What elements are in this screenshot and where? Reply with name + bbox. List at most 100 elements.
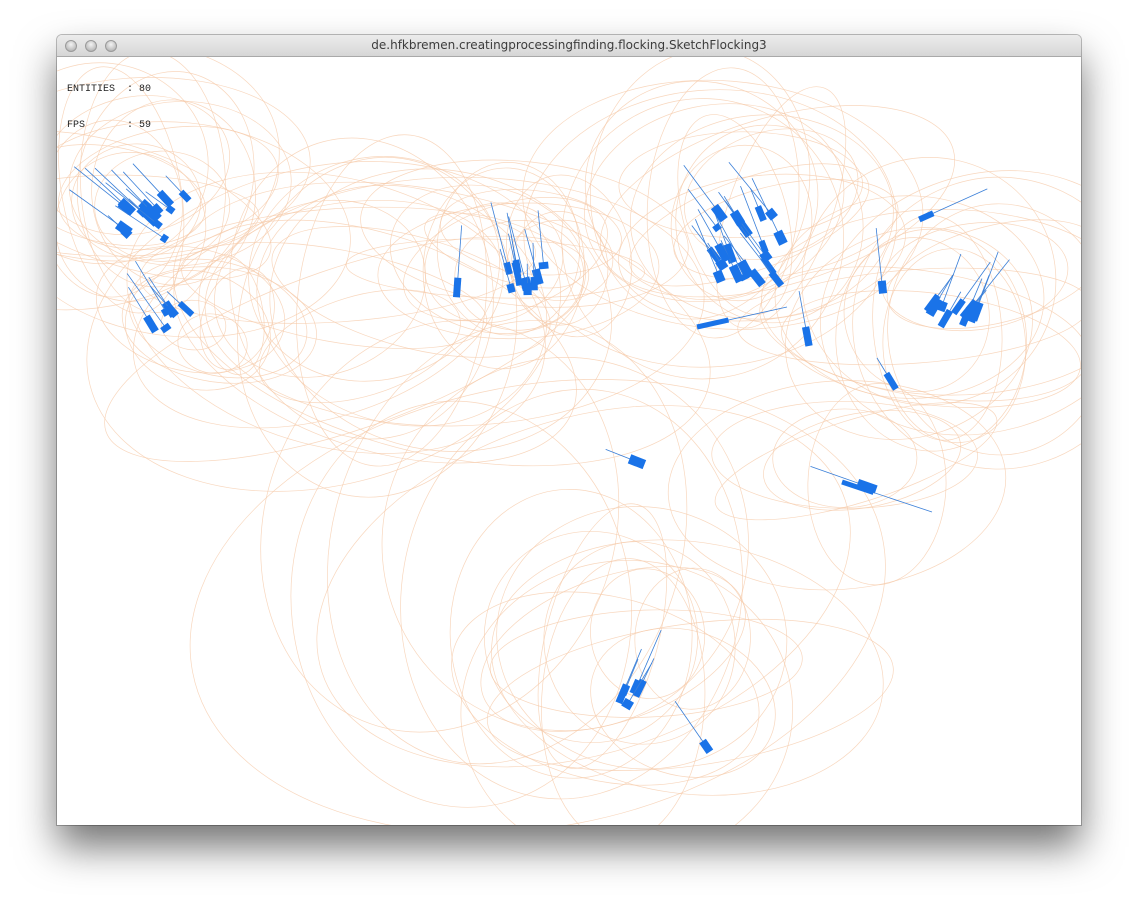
motion-trail bbox=[57, 95, 230, 236]
boid-body bbox=[114, 220, 133, 237]
motion-trail bbox=[489, 609, 803, 718]
boid-body bbox=[523, 283, 532, 296]
motion-trail bbox=[772, 408, 918, 508]
velocity-line bbox=[111, 169, 153, 213]
motion-trail bbox=[667, 380, 1007, 591]
motion-trail bbox=[887, 203, 1081, 456]
velocity-line bbox=[636, 629, 662, 688]
motion-trail bbox=[403, 197, 608, 321]
velocity-line bbox=[115, 205, 165, 239]
velocity-line bbox=[810, 465, 868, 487]
boid-body bbox=[143, 203, 162, 222]
boid bbox=[506, 212, 522, 274]
boid bbox=[105, 182, 163, 230]
velocity-line bbox=[674, 701, 707, 747]
boid bbox=[629, 629, 662, 696]
minimize-button[interactable] bbox=[85, 40, 97, 52]
motion-trail bbox=[271, 226, 551, 358]
boid-body bbox=[937, 308, 953, 329]
velocity-line bbox=[624, 658, 639, 691]
boid bbox=[115, 205, 170, 244]
close-button[interactable] bbox=[65, 40, 77, 52]
velocity-line bbox=[713, 210, 746, 270]
boid bbox=[499, 248, 516, 294]
boid bbox=[876, 357, 899, 391]
window-title: de.hfkbremen.creatingprocessingfinding.f… bbox=[371, 38, 767, 52]
motion-trail bbox=[886, 219, 1081, 329]
boid bbox=[750, 188, 767, 222]
zoom-button[interactable] bbox=[105, 40, 117, 52]
boid bbox=[523, 263, 532, 296]
motion-trail bbox=[449, 488, 693, 779]
motion-trail bbox=[57, 130, 272, 281]
velocity-line bbox=[683, 164, 720, 214]
boid-body bbox=[156, 189, 175, 208]
motion-trail bbox=[496, 506, 788, 770]
motion-trail bbox=[248, 155, 501, 382]
boid bbox=[126, 273, 172, 334]
sketch-canvas[interactable]: ENTITIES: 80 FPS: 59 bbox=[57, 57, 1081, 825]
boid-body bbox=[632, 678, 647, 698]
boid bbox=[683, 164, 728, 223]
boid-body bbox=[151, 203, 164, 215]
boid-body bbox=[178, 189, 192, 203]
motion-trail bbox=[57, 144, 206, 247]
motion-trail bbox=[634, 567, 751, 710]
boid-body bbox=[758, 239, 769, 254]
velocity-line bbox=[739, 232, 777, 280]
boid-body bbox=[538, 261, 549, 270]
velocity-line bbox=[499, 248, 512, 289]
boid-body bbox=[152, 218, 163, 230]
boid bbox=[723, 195, 746, 227]
boid-body bbox=[768, 270, 785, 288]
boid bbox=[918, 188, 988, 223]
motion-trail bbox=[198, 254, 265, 375]
trail-layer bbox=[57, 57, 1081, 825]
motion-trail bbox=[835, 228, 1028, 452]
boid bbox=[965, 259, 1010, 314]
boid bbox=[697, 209, 731, 263]
motion-trail bbox=[460, 560, 793, 825]
motion-trail bbox=[590, 627, 776, 778]
boid bbox=[150, 285, 179, 319]
velocity-line bbox=[84, 167, 128, 208]
motion-trail bbox=[590, 57, 811, 320]
velocity-line bbox=[456, 225, 463, 288]
boid-body bbox=[801, 326, 813, 347]
velocity-line bbox=[537, 210, 545, 266]
motion-trail bbox=[237, 156, 518, 498]
velocity-line bbox=[135, 260, 167, 313]
motion-trail bbox=[843, 237, 990, 393]
boid-body bbox=[160, 322, 172, 334]
boid-body bbox=[143, 314, 159, 334]
motion-trail bbox=[316, 405, 851, 768]
velocity-line bbox=[122, 171, 158, 210]
motion-trail bbox=[57, 57, 280, 311]
app-window: de.hfkbremen.creatingprocessingfinding.f… bbox=[57, 35, 1081, 825]
boid bbox=[714, 211, 737, 264]
motion-trail bbox=[400, 388, 743, 800]
velocity-line bbox=[126, 273, 167, 329]
velocity-line bbox=[532, 242, 535, 284]
motion-trail bbox=[714, 402, 998, 521]
motion-trail bbox=[229, 137, 494, 440]
motion-trail bbox=[76, 71, 255, 288]
boid bbox=[925, 274, 954, 318]
motion-trail bbox=[68, 101, 292, 267]
boid-body bbox=[722, 242, 737, 264]
boid bbox=[620, 658, 639, 697]
motion-trail bbox=[711, 400, 978, 509]
motion-trail bbox=[139, 206, 536, 324]
title-bar[interactable]: de.hfkbremen.creatingprocessingfinding.f… bbox=[57, 35, 1081, 57]
motion-trail bbox=[436, 162, 580, 336]
boid bbox=[508, 216, 533, 292]
boid bbox=[725, 201, 773, 264]
boid-body bbox=[925, 296, 943, 318]
motion-trail bbox=[177, 313, 248, 374]
velocity-line bbox=[69, 189, 125, 229]
boid bbox=[728, 162, 778, 221]
motion-trail bbox=[94, 150, 231, 262]
motion-trail bbox=[377, 202, 660, 340]
motion-trail bbox=[57, 152, 207, 302]
motion-trail bbox=[543, 541, 736, 745]
